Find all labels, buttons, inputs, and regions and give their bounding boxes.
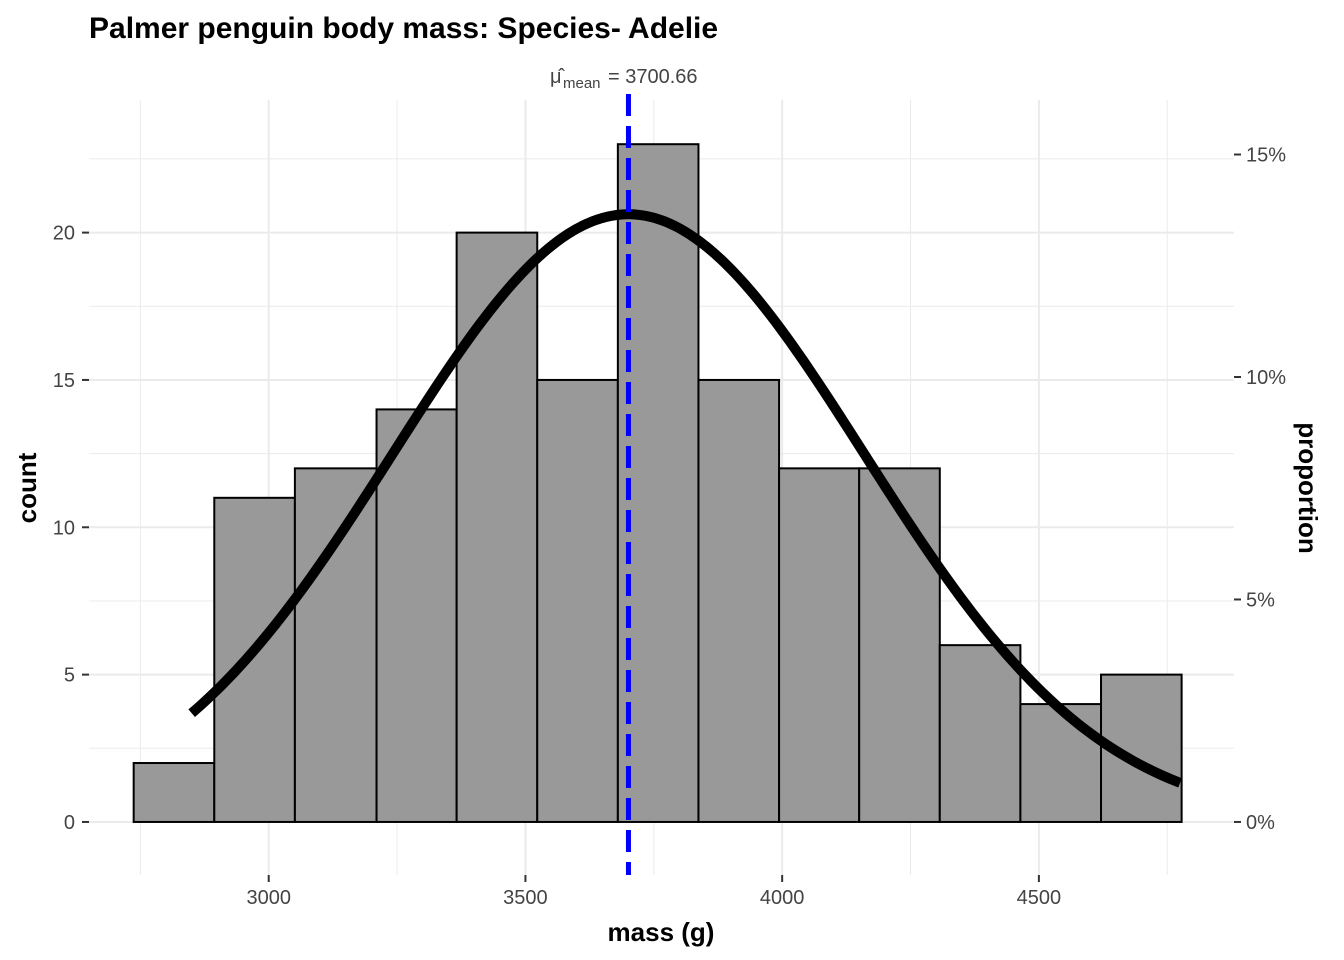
y2-tick-label: 15%	[1246, 145, 1286, 167]
histogram-bar	[778, 467, 861, 823]
histogram-bar	[455, 231, 539, 823]
y-tick-label: 0	[64, 812, 75, 834]
y-axis-title: count	[12, 452, 42, 523]
x-tick-label: 3000	[246, 887, 291, 909]
y2-tick-label: 0%	[1246, 812, 1275, 834]
histogram-bar	[132, 762, 216, 823]
y2-tick-label: 10%	[1246, 367, 1286, 389]
y-tick-label: 10	[53, 517, 75, 539]
histogram-bar	[858, 467, 941, 823]
y2-axis-title: proportion	[1293, 422, 1323, 553]
y-tick-label: 20	[53, 223, 75, 245]
y-tick-label: 5	[64, 665, 75, 687]
bar-layer	[132, 143, 1183, 823]
x-tick-label: 3500	[503, 887, 548, 909]
axis-layer: 0 5 10 15 20 0% 5% 10% 15% 3000 3500 4000 4500	[53, 145, 1286, 909]
mean-subscript: mean	[563, 75, 601, 92]
chart-title: Palmer penguin body mass: Species- Adeli…	[89, 12, 718, 45]
histogram-bar	[536, 378, 619, 823]
y2-tick-label: 5%	[1246, 589, 1275, 611]
x-tick-label: 4500	[1017, 887, 1062, 909]
histogram-bar	[938, 644, 1022, 823]
x-axis-title: mass (g)	[608, 917, 715, 947]
x-tick-label: 4000	[760, 887, 805, 909]
normal-curve	[188, 209, 1182, 788]
histogram-bar	[375, 408, 458, 823]
mean-label: μ̂ mean = 3700.66	[550, 66, 698, 92]
histogram-bar	[616, 143, 700, 823]
y-tick-label: 15	[53, 370, 75, 392]
curve-layer	[188, 209, 1182, 788]
mean-value-label: = 3700.66	[608, 66, 698, 88]
histogram-bar	[1019, 703, 1103, 823]
histogram-bar	[213, 496, 296, 823]
histogram-bar	[697, 378, 781, 823]
histogram-bar	[293, 467, 378, 823]
